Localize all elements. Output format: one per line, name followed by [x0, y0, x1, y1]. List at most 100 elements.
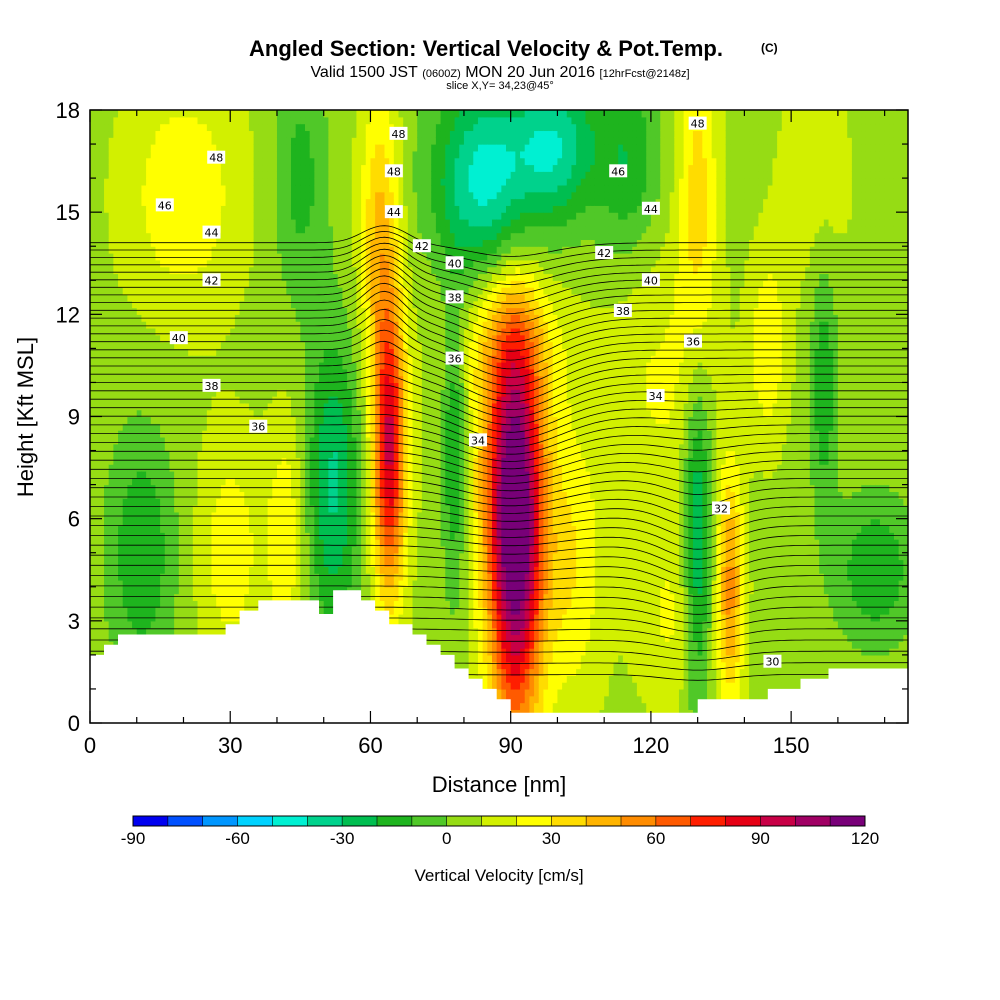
velocity-cell: [178, 518, 185, 527]
velocity-cell: [230, 259, 236, 268]
velocity-cell: [169, 396, 175, 404]
velocity-cell: [169, 525, 175, 533]
velocity-cell: [160, 484, 166, 493]
velocity-cell: [309, 586, 315, 595]
velocity-cell: [155, 464, 161, 472]
velocity-cell: [216, 130, 222, 138]
velocity-cell: [113, 191, 119, 200]
velocity-cell: [314, 498, 320, 506]
velocity-cell: [300, 253, 306, 261]
velocity-cell: [155, 498, 161, 506]
velocity-cell: [230, 253, 236, 261]
velocity-cell: [197, 341, 203, 349]
velocity-cell: [216, 470, 222, 479]
velocity-cell: [225, 443, 231, 452]
velocity-cell: [309, 266, 315, 275]
velocity-cell: [328, 573, 334, 581]
velocity-cell: [132, 212, 138, 220]
velocity-cell: [262, 110, 269, 118]
velocity-cell: [337, 525, 344, 533]
velocity-cell: [164, 409, 171, 418]
velocity-cell: [118, 525, 124, 533]
velocity-cell: [300, 402, 306, 411]
velocity-cell: [211, 436, 217, 445]
velocity-cell: [328, 416, 334, 424]
velocity-cell: [248, 164, 255, 172]
velocity-cell: [160, 525, 166, 533]
velocity-cell: [211, 409, 217, 418]
velocity-cell: [234, 321, 241, 329]
velocity-cell: [90, 436, 96, 445]
velocity-cell: [309, 511, 315, 520]
velocity-cell: [155, 620, 161, 629]
velocity-cell: [281, 470, 287, 479]
velocity-cell: [328, 505, 334, 513]
velocity-cell: [132, 157, 138, 166]
velocity-cell: [262, 287, 269, 295]
velocity-cell: [113, 205, 119, 213]
velocity-cell: [146, 416, 152, 424]
velocity-cell: [197, 198, 203, 206]
velocity-cell: [220, 334, 227, 343]
velocity-cell: [230, 552, 236, 561]
velocity-cell: [220, 191, 227, 200]
velocity-cell: [169, 484, 175, 493]
velocity-cell: [169, 579, 175, 588]
velocity-cell: [300, 144, 306, 152]
velocity-cell: [99, 273, 105, 281]
velocity-cell: [150, 484, 157, 493]
velocity-cell: [206, 518, 213, 527]
velocity-cell: [160, 470, 166, 479]
velocity-cell: [150, 225, 157, 234]
velocity-cell: [155, 539, 161, 547]
velocity-cell: [192, 157, 199, 166]
velocity-cell: [276, 443, 283, 452]
velocity-cell: [234, 198, 241, 206]
velocity-cell: [225, 402, 231, 411]
velocity-cell: [328, 171, 334, 179]
velocity-cell: [244, 402, 250, 411]
velocity-cell: [230, 464, 236, 472]
velocity-cell: [328, 273, 334, 281]
velocity-cell: [150, 293, 157, 302]
velocity-cell: [248, 375, 255, 384]
velocity-cell: [118, 327, 124, 336]
velocity-cell: [290, 341, 297, 349]
velocity-cell: [113, 307, 119, 315]
velocity-cell: [239, 457, 245, 465]
velocity-cell: [90, 218, 96, 227]
velocity-cell: [146, 382, 152, 390]
velocity-cell: [239, 259, 245, 268]
velocity-cell: [108, 137, 114, 145]
velocity-cell: [267, 505, 273, 513]
velocity-cell: [234, 123, 241, 132]
velocity-cell: [146, 409, 152, 418]
velocity-cell: [248, 450, 255, 458]
velocity-cell: [272, 593, 278, 601]
velocity-cell: [90, 484, 96, 493]
velocity-cell: [118, 266, 124, 275]
velocity-cell: [276, 191, 283, 200]
velocity-cell: [342, 382, 348, 390]
velocity-cell: [248, 144, 255, 152]
velocity-cell: [272, 205, 278, 213]
velocity-cell: [239, 368, 245, 377]
velocity-cell: [132, 566, 138, 574]
velocity-cell: [300, 545, 306, 554]
velocity-cell: [113, 525, 119, 533]
velocity-cell: [90, 137, 96, 145]
velocity-cell: [169, 491, 175, 499]
velocity-cell: [197, 327, 203, 336]
velocity-cell: [333, 532, 339, 540]
velocity-cell: [230, 171, 236, 179]
velocity-cell: [281, 545, 287, 554]
velocity-cell: [216, 184, 222, 193]
velocity-cell: [136, 205, 143, 213]
velocity-cell: [220, 396, 227, 404]
velocity-cell: [90, 191, 96, 200]
velocity-cell: [337, 362, 344, 370]
velocity-cell: [192, 498, 199, 506]
velocity-cell: [253, 525, 259, 533]
velocity-cell: [174, 477, 180, 486]
velocity-cell: [281, 225, 287, 234]
